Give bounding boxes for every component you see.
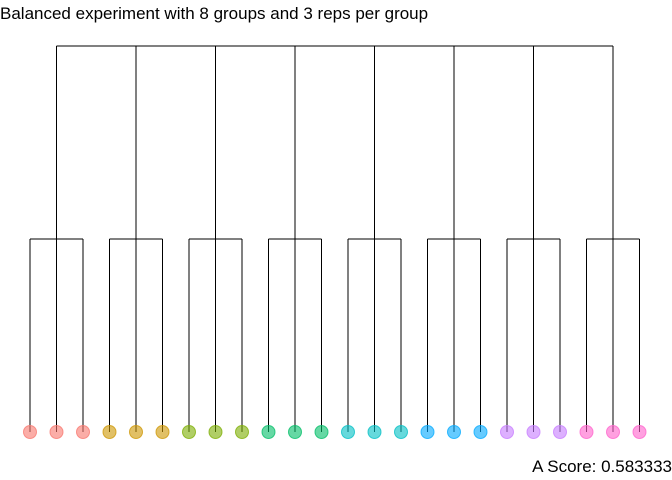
leaf-point-13 bbox=[341, 425, 355, 439]
leaf-point-22 bbox=[579, 425, 594, 439]
leaf-point-3 bbox=[76, 425, 90, 439]
leaf-point-11 bbox=[288, 425, 302, 439]
score-label: A Score: 0.583333 bbox=[532, 457, 672, 476]
leaf-point-15 bbox=[394, 425, 408, 439]
leaf-point-20 bbox=[526, 425, 541, 439]
leaf-point-2 bbox=[49, 425, 64, 439]
leaf-point-6 bbox=[155, 425, 170, 439]
chart-title: Balanced experiment with 8 groups and 3 … bbox=[0, 4, 429, 23]
leaf-point-9 bbox=[235, 425, 249, 439]
leaf-point-18 bbox=[473, 425, 488, 439]
leaf-point-17 bbox=[447, 425, 461, 439]
leaf-point-23 bbox=[606, 425, 620, 439]
leaf-point-12 bbox=[314, 425, 329, 439]
leaf-point-7 bbox=[182, 425, 196, 439]
leaf-point-14 bbox=[367, 425, 382, 439]
leaf-point-16 bbox=[420, 425, 435, 439]
leaf-point-4 bbox=[102, 425, 117, 439]
leaf-point-8 bbox=[208, 425, 223, 439]
leaf-point-10 bbox=[261, 425, 276, 439]
leaf-point-19 bbox=[500, 425, 514, 439]
leaf-point-1 bbox=[23, 425, 37, 439]
leaf-point-5 bbox=[129, 425, 143, 439]
leaf-point-21 bbox=[553, 425, 567, 439]
leaf-point-24 bbox=[632, 425, 647, 439]
